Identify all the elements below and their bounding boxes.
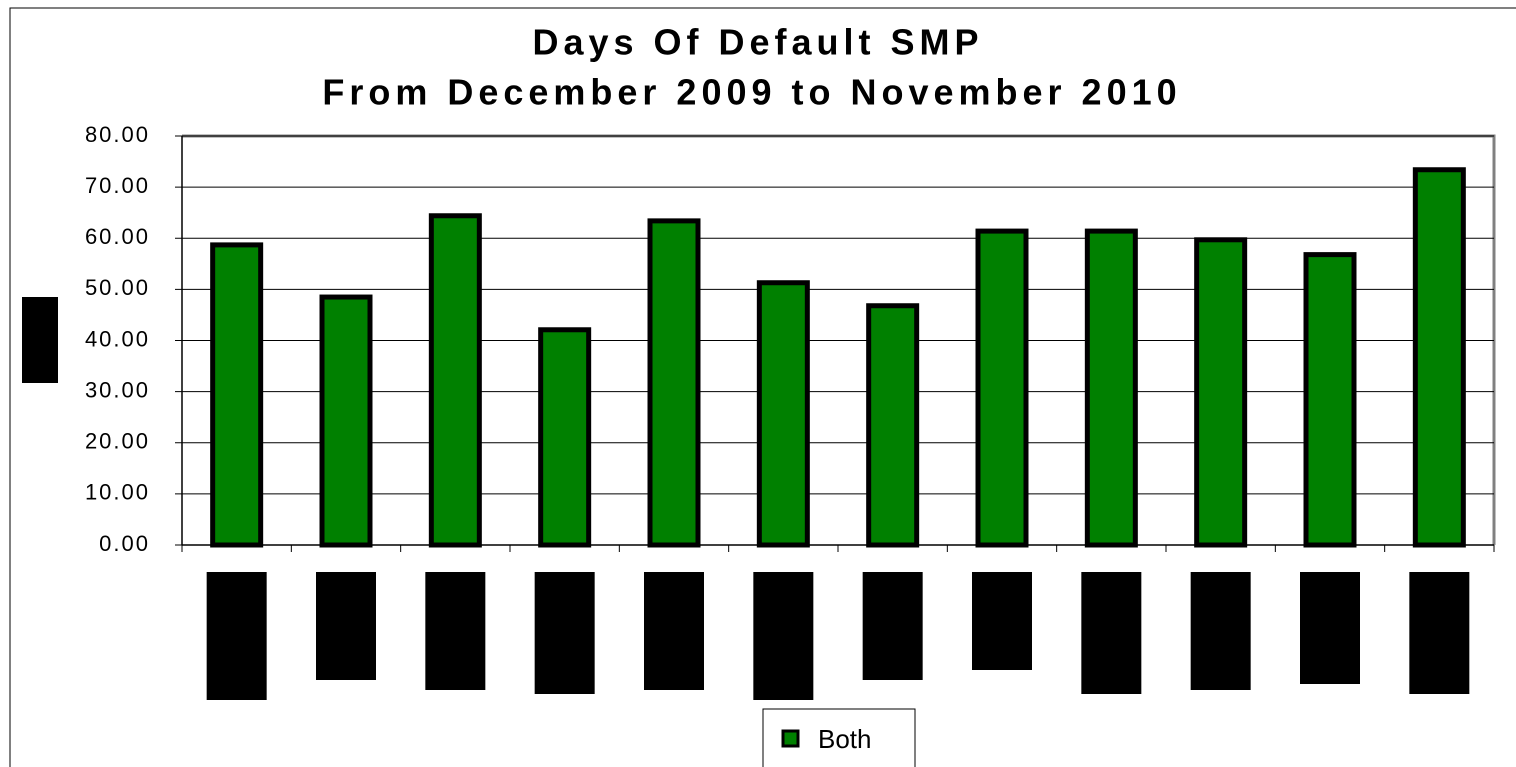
bar	[756, 280, 810, 548]
bar	[975, 228, 1029, 548]
y-tick-label: 30.00	[85, 377, 150, 402]
legend-label: Both	[818, 724, 872, 754]
redacted-x-label	[1081, 572, 1142, 694]
chart-subtitle: From December 2009 to November 2010	[322, 72, 1181, 113]
redacted-x-label	[316, 572, 376, 680]
y-tick-label: 20.00	[85, 429, 150, 454]
redacted-x-label	[1300, 572, 1360, 684]
y-tick-label: 10.00	[85, 480, 150, 505]
bar	[1412, 167, 1466, 548]
y-tick-label: 60.00	[85, 224, 150, 249]
bar	[1084, 228, 1138, 548]
bar	[1194, 237, 1248, 548]
bar	[428, 213, 482, 548]
redacted-x-label	[862, 572, 923, 680]
redacted-x-label	[1409, 572, 1470, 694]
y-tick-label: 40.00	[85, 326, 150, 351]
y-tick-label: 0.00	[99, 531, 150, 556]
redacted-x-label	[206, 572, 267, 700]
redacted-axis-label	[22, 297, 58, 383]
redacted-x-label	[1190, 572, 1251, 690]
y-tick-label: 50.00	[85, 275, 150, 300]
redacted-x-label	[534, 572, 595, 694]
redacted-x-label	[972, 572, 1032, 670]
redacted-x-label	[644, 572, 704, 690]
bar	[319, 294, 373, 548]
bar	[866, 303, 920, 548]
chart-title: Days Of Default SMP	[532, 22, 983, 63]
y-tick-label: 70.00	[85, 173, 150, 198]
bar	[647, 218, 701, 548]
bar	[1303, 252, 1357, 548]
y-tick-label: 80.00	[85, 122, 150, 147]
bar	[538, 327, 592, 548]
redacted-x-label	[425, 572, 486, 690]
legend-swatch	[781, 729, 800, 748]
redacted-x-label	[753, 572, 814, 700]
bar	[210, 242, 264, 548]
